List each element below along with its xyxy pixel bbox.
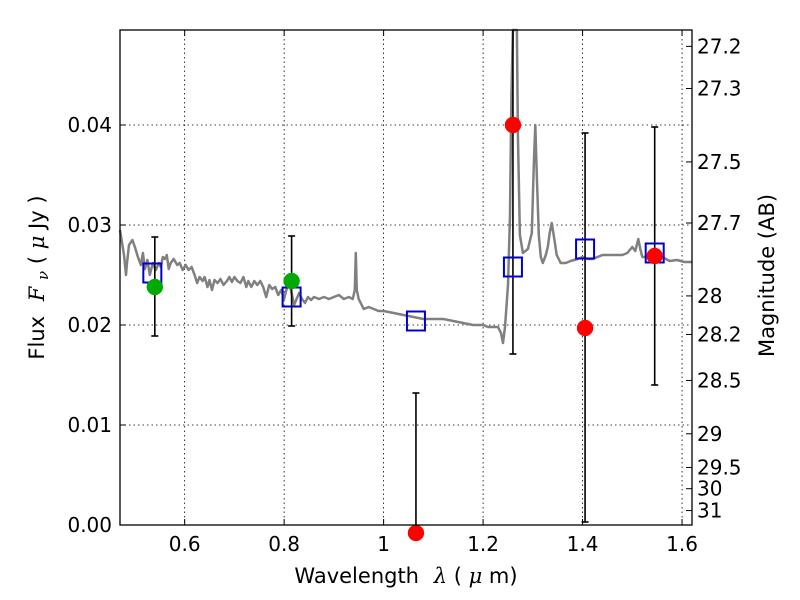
magnitude-tick-label: 29	[697, 422, 722, 446]
y-tick-label: 0.02	[67, 313, 112, 337]
model-photometry-square	[405, 310, 426, 332]
magnitude-axis-label: Magnitude (AB)	[755, 194, 779, 357]
magnitude-tick-label: 28.5	[697, 368, 742, 392]
magnitude-tick-label: 27.3	[697, 76, 742, 100]
y-axis-label-text: Flux	[25, 316, 49, 360]
observed-flux-point	[146, 278, 164, 296]
observed-flux-point	[646, 247, 663, 265]
magnitude-tick-label: 27.7	[697, 211, 742, 235]
x-axis-label-text: Wavelength	[294, 564, 419, 588]
sed-model-line	[118, 28, 692, 345]
x-axis-label-unit-rest: m)	[489, 564, 518, 588]
x-axis-label-symbol: λ	[433, 564, 447, 588]
observed-flux-point	[504, 116, 522, 134]
ticks: 0.6 0.8 1 1.2 1.4 1.6 0.00 0.01 0.02 0.03 0.04 27.2…	[67, 30, 742, 556]
observed-flux-point	[576, 319, 594, 337]
x-tick-label: 1.2	[467, 532, 499, 556]
y-tick-label: 0.04	[67, 113, 112, 137]
x-tick-label: 0.8	[268, 532, 300, 556]
magnitude-tick-label: 28.2	[697, 322, 742, 346]
y-axis-label: Flux F ν ( μ Jy )	[25, 195, 52, 359]
x-tick-label: 1.6	[666, 532, 698, 556]
marker-layer	[142, 116, 665, 542]
y-axis-label-unit-open: (	[25, 249, 49, 264]
y-axis-label-symbol: F	[25, 285, 49, 302]
errorbar-layer	[151, 30, 659, 525]
magnitude-tick-label: 31	[697, 499, 722, 523]
model-photometry-square	[502, 256, 523, 278]
magnitude-tick-label: 27.2	[697, 34, 742, 58]
x-axis-label: Wavelength λ ( μ m)	[294, 564, 517, 588]
y-axis-label-subscript: ν	[34, 271, 52, 280]
magnitude-tick-label: 29.5	[697, 455, 742, 479]
magnitude-tick-label: 28	[697, 284, 722, 308]
observed-flux-point	[407, 524, 425, 542]
y-axis-label-unit-rest: Jy )	[25, 195, 49, 231]
y-tick-label: 0.00	[67, 513, 112, 537]
plot-frame	[119, 29, 693, 526]
magnitude-tick-label: 30	[697, 477, 722, 501]
x-axis-label-unit-mu: μ	[469, 564, 483, 588]
y-tick-label: 0.03	[67, 213, 112, 237]
magnitude-tick-label: 27.5	[697, 150, 742, 174]
x-tick-label: 1.4	[567, 532, 599, 556]
sed-model-layer	[118, 28, 692, 345]
y-axis-label-unit-mu: μ	[25, 236, 49, 250]
observed-flux-point	[283, 272, 300, 290]
y-tick-label: 0.01	[67, 413, 112, 437]
x-tick-label: 1	[377, 532, 390, 556]
x-axis-label-unit-open: (	[454, 564, 462, 588]
x-tick-label: 0.6	[169, 532, 201, 556]
model-photometry-square	[575, 238, 596, 260]
